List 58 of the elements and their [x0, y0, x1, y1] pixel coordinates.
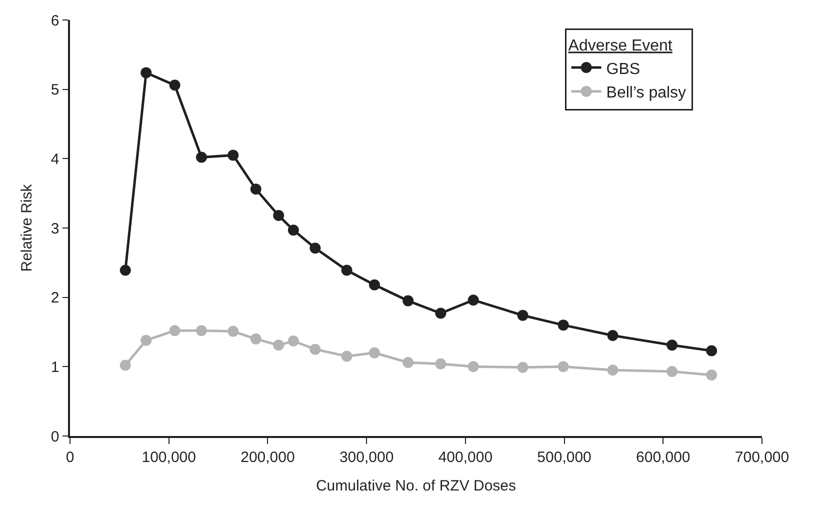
x-tick-label: 300,000: [339, 448, 394, 466]
point: [140, 334, 152, 346]
point: [607, 330, 618, 341]
point: [341, 264, 352, 276]
y-tick-label: 5: [50, 82, 60, 99]
point: [341, 350, 352, 362]
point: [402, 295, 414, 306]
y-tick-label: 3: [50, 220, 60, 238]
point: [273, 210, 284, 222]
point: [468, 361, 479, 372]
point: [368, 347, 380, 358]
point: [169, 325, 180, 336]
point: [607, 364, 618, 376]
point: [273, 340, 284, 351]
point: [228, 326, 239, 337]
point: [196, 152, 207, 163]
x-axis-title: Cumulative No. of RZV Doses: [316, 477, 516, 494]
point: [310, 344, 321, 355]
point: [288, 224, 299, 236]
point: [250, 333, 262, 344]
x-tick-label: 100,000: [142, 448, 196, 466]
x-tick-label: 0: [66, 448, 74, 466]
point: [228, 150, 239, 161]
point: [140, 67, 152, 78]
point: [120, 264, 131, 276]
legend-label: GBS: [606, 60, 640, 78]
point: [468, 294, 479, 306]
point: [368, 279, 380, 290]
point: [435, 358, 446, 370]
legend-label: Bell’s palsy: [606, 84, 686, 102]
y-tick-label: 0: [50, 428, 60, 446]
point: [517, 362, 528, 373]
point: [120, 360, 131, 371]
x-tick-label: 600,000: [636, 448, 690, 466]
point: [402, 357, 414, 368]
point: [435, 308, 446, 319]
y-axis-title: Relative Risk: [18, 184, 36, 272]
legend-title: Adverse Event: [568, 38, 673, 55]
x-tick-label: 500,000: [537, 448, 592, 466]
point: [666, 366, 678, 378]
point: [288, 336, 299, 347]
point: [558, 361, 569, 372]
point: [706, 369, 718, 380]
point: [196, 325, 207, 336]
point: [310, 242, 321, 254]
y-tick-label: 4: [50, 150, 60, 168]
x-tick-label: 400,000: [438, 448, 493, 466]
point: [706, 345, 718, 356]
y-tick-label: 1: [50, 358, 60, 376]
y-tick-label: 2: [50, 290, 60, 307]
point: [250, 184, 262, 195]
x-tick-label: 200,000: [240, 448, 295, 466]
point: [666, 340, 678, 351]
y-tick-label: 6: [50, 12, 60, 30]
point: [558, 320, 569, 331]
point: [169, 80, 180, 91]
x-tick-label: 700,000: [734, 448, 790, 466]
point: [517, 310, 528, 321]
